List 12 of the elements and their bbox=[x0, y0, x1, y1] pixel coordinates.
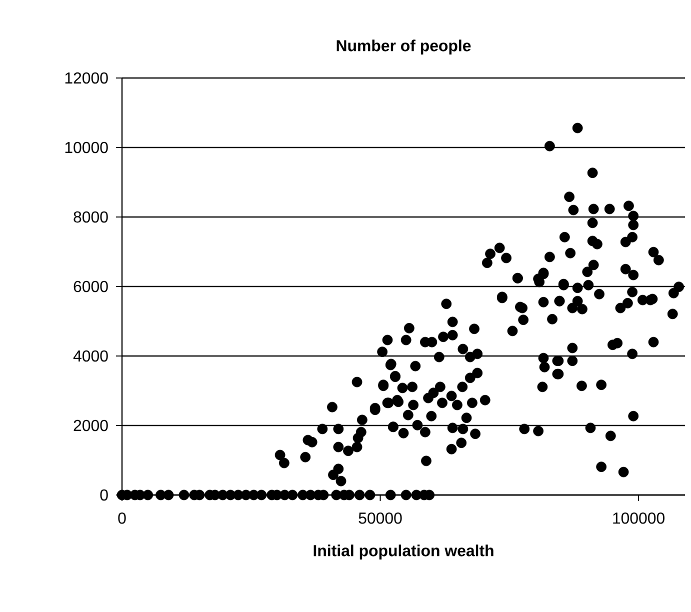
y-tick-label: 4000 bbox=[73, 350, 108, 362]
x-tick-label: 50000 bbox=[358, 512, 402, 524]
y-tick-label: 2000 bbox=[74, 420, 108, 432]
y-tick-label: 12000 bbox=[65, 72, 108, 84]
y-tick-label: 6000 bbox=[74, 280, 108, 292]
chart-title: Number of people bbox=[336, 40, 471, 54]
y-tick-label: 10000 bbox=[65, 142, 108, 154]
x-axis-title: Initial population wealth bbox=[314, 544, 494, 560]
y-tick-label: 0 bbox=[100, 489, 108, 501]
y-tick-label: 8000 bbox=[74, 211, 108, 223]
x-tick-label: 0 bbox=[118, 512, 126, 524]
x-tick-label: 100000 bbox=[613, 512, 664, 524]
